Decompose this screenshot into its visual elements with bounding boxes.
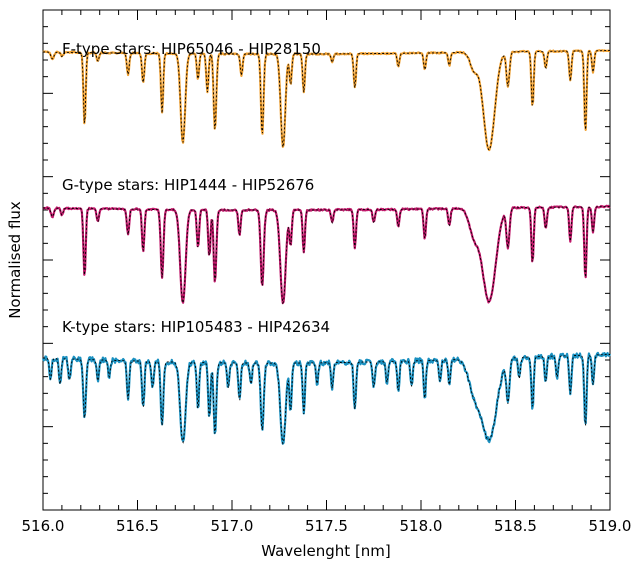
panel-label-2: G-type stars: HIP1444 - HIP52676: [62, 176, 314, 194]
observed-spectrum-line-1: [42, 49, 611, 152]
x-tick-label: 516.0: [22, 517, 65, 535]
model-spectrum-line-2: [43, 206, 610, 305]
x-axis-tick-labels: 516.0 516.5 517.0 517.5 518.0 518.5 519.0: [22, 517, 632, 535]
series-layer: [41, 49, 611, 445]
plot-area-border: [42, 9, 611, 511]
model-spectrum-line-1: [43, 50, 610, 151]
panel-label-3: K-type stars: HIP105483 - HIP42634: [62, 318, 330, 336]
panel-label-1: F-type stars: HIP65046 - HIP28150: [62, 40, 321, 58]
panel-labels: F-type stars: HIP65046 - HIP28150 G-type …: [62, 40, 330, 336]
x-tick-label: 519.0: [589, 517, 632, 535]
x-tick-label: 518.5: [494, 517, 537, 535]
x-axis-ticks: [42, 10, 611, 510]
x-tick-label: 518.0: [400, 517, 443, 535]
x-tick-label: 516.5: [116, 517, 159, 535]
y-axis-ticks: [43, 9, 610, 511]
observed-spectrum-line-2: [42, 204, 611, 305]
x-tick-label: 517.0: [211, 517, 254, 535]
x-axis-label: Wavelenght [nm]: [261, 542, 391, 560]
x-tick-label: 517.5: [305, 517, 348, 535]
plot-frame: [42, 9, 611, 511]
model-spectrum-line-3: [43, 354, 610, 445]
y-axis-label: Normalised flux: [6, 201, 24, 319]
